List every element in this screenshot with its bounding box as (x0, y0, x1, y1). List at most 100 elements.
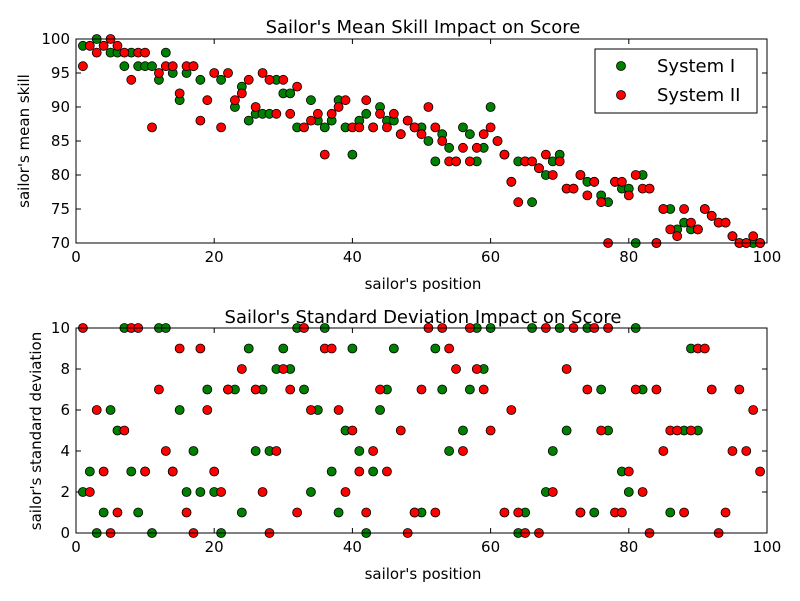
data-point-system-i (147, 61, 157, 72)
x-tick-label: 20 (205, 538, 224, 556)
data-point-system-ii (140, 47, 151, 58)
data-point-system-ii (686, 425, 696, 436)
data-point-system-ii (278, 74, 289, 85)
data-point-system-ii (326, 108, 337, 119)
data-point-system-ii (554, 156, 565, 167)
data-point-system-ii (347, 425, 358, 436)
data-point-system-ii (706, 384, 717, 395)
x-tick-label: 20 (205, 248, 224, 266)
y-tick-label: 4 (60, 442, 70, 460)
data-point-system-i (464, 384, 475, 395)
data-point-system-i (216, 74, 227, 85)
data-point-system-ii (658, 204, 669, 214)
data-point-system-ii (727, 446, 738, 456)
data-point-system-ii (644, 183, 655, 194)
legend-marker-system-ii (616, 90, 626, 100)
data-point-system-ii (312, 108, 323, 119)
data-point-system-i (250, 446, 261, 456)
data-point-system-ii (540, 149, 551, 160)
data-point-system-i (326, 466, 337, 477)
data-point-system-ii (174, 88, 185, 99)
data-point-system-ii (596, 425, 607, 436)
data-point-system-ii (458, 446, 468, 456)
data-point-system-ii (720, 507, 731, 518)
data-point-system-ii (195, 115, 206, 126)
data-point-system-ii (513, 197, 524, 208)
data-point-system-ii (257, 68, 268, 78)
data-point-system-ii (333, 405, 344, 415)
data-point-system-ii (651, 384, 662, 395)
data-point-system-ii (202, 95, 213, 106)
data-point-system-ii (430, 122, 441, 133)
data-point-system-i (361, 108, 372, 119)
data-point-system-ii (686, 217, 696, 228)
y-tick-label: 2 (60, 483, 70, 501)
data-point-system-ii (547, 170, 558, 180)
data-point-system-ii (195, 343, 206, 354)
data-point-system-ii (154, 384, 164, 395)
data-point-system-ii (271, 446, 282, 456)
data-point-system-i (333, 507, 344, 518)
data-point-system-i (174, 405, 185, 415)
data-point-system-ii (416, 129, 427, 140)
data-point-system-ii (437, 136, 448, 146)
data-point-system-ii (395, 425, 406, 436)
data-point-system-ii (91, 405, 102, 415)
data-point-system-ii (630, 384, 641, 395)
data-point-system-i (126, 466, 137, 477)
data-point-system-ii (478, 129, 489, 140)
data-point-system-ii (679, 204, 689, 214)
data-point-system-ii (154, 68, 164, 78)
data-point-system-ii (471, 364, 482, 374)
data-point-system-ii (672, 231, 683, 242)
data-point-system-ii (382, 466, 392, 477)
data-point-system-ii (748, 405, 759, 415)
legend-label-system-ii: System II (657, 85, 740, 106)
y-tick-label: 95 (51, 64, 70, 82)
data-point-system-i (243, 115, 254, 126)
data-point-system-ii (513, 507, 524, 518)
plot-frame (75, 38, 768, 244)
data-point-system-i (354, 446, 365, 456)
data-point-system-ii (499, 507, 510, 518)
data-point-system-ii (416, 384, 427, 395)
data-point-system-ii (699, 343, 710, 354)
data-point-system-ii (319, 149, 330, 160)
data-point-system-ii (78, 61, 88, 72)
data-point-system-ii (402, 115, 413, 126)
data-point-system-ii (451, 156, 461, 167)
data-point-system-ii (575, 507, 586, 518)
data-point-system-i (596, 384, 607, 395)
data-point-system-ii (561, 364, 572, 374)
data-point-system-ii (292, 81, 303, 92)
data-point-system-ii (506, 405, 517, 415)
data-point-system-ii (209, 466, 220, 477)
data-point-system-i (236, 507, 247, 518)
data-point-system-ii (582, 384, 593, 395)
data-point-system-i (458, 425, 468, 436)
data-point-system-ii (382, 122, 392, 133)
data-point-system-ii (430, 507, 441, 518)
data-point-system-i (561, 425, 572, 436)
data-point-system-i (243, 343, 254, 354)
data-point-system-ii (84, 40, 95, 51)
chart-title: Sailor's Standard Deviation Impact on Sc… (225, 307, 622, 328)
data-point-system-i (119, 61, 130, 72)
data-point-system-ii (140, 466, 151, 477)
data-point-system-i (444, 446, 455, 456)
data-point-system-ii (209, 68, 220, 78)
data-points (78, 34, 765, 248)
data-point-system-ii (596, 197, 607, 208)
data-point-system-ii (119, 425, 130, 436)
data-point-system-i (485, 102, 496, 112)
data-point-system-ii (630, 170, 641, 180)
data-point-system-ii (637, 487, 648, 497)
data-point-system-ii (98, 466, 109, 477)
data-point-system-ii (98, 40, 109, 51)
data-point-system-ii (91, 47, 102, 58)
data-point-system-i (458, 122, 468, 133)
data-point-system-ii (368, 446, 379, 456)
data-point-system-i (98, 507, 109, 518)
data-point-system-ii (693, 224, 703, 235)
x-tick-label: 0 (71, 248, 81, 266)
